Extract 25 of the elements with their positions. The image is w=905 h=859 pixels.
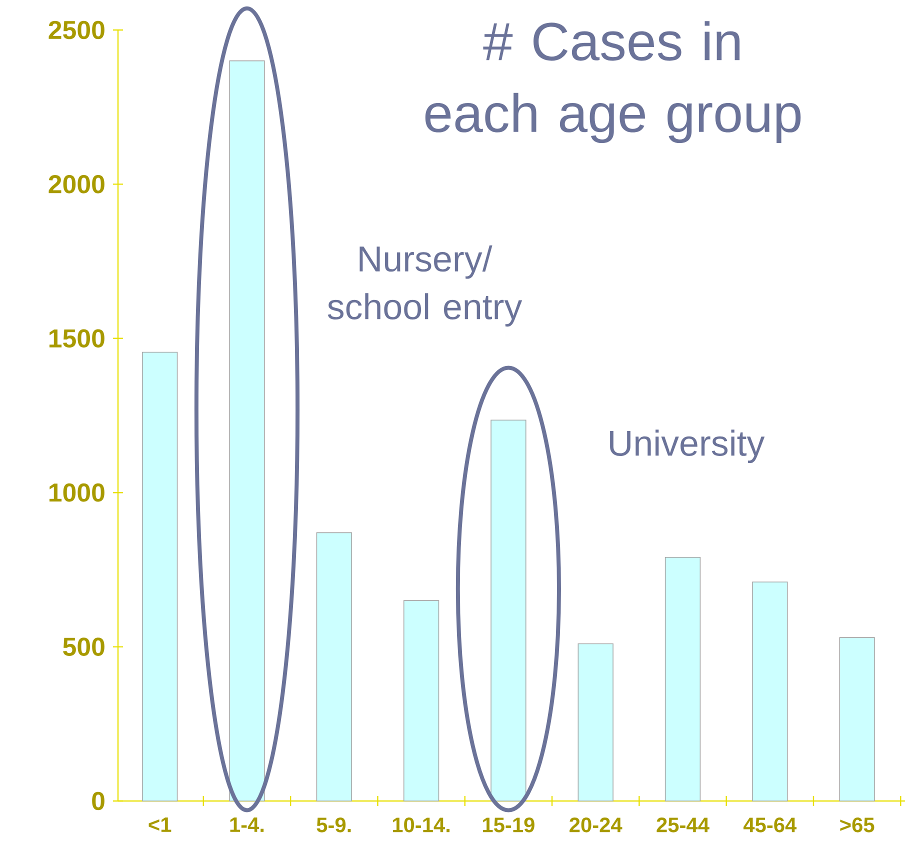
- bar: [752, 582, 788, 802]
- x-tick-label: 1-4.: [230, 818, 264, 832]
- x-tick-label: 25-44: [656, 818, 710, 832]
- y-tick-label: 1500: [49, 329, 104, 348]
- x-tick-label: 15-19: [483, 818, 534, 832]
- x-tick-label: >65: [840, 818, 874, 832]
- annotation: University: [610, 430, 765, 464]
- bar: [316, 532, 352, 802]
- bar: [664, 556, 701, 802]
- x-tick-label: 5-9.: [316, 818, 351, 832]
- annotation: Nursery/ school entry: [328, 245, 522, 327]
- x-tick-label: 45-64: [743, 818, 797, 832]
- x-tick-label: <1: [148, 818, 172, 832]
- chart-title: # Cases in each age group: [425, 21, 801, 144]
- bar: [403, 600, 440, 802]
- bar: [578, 643, 614, 802]
- bar: [839, 637, 875, 802]
- y-tick-label: 0: [92, 792, 104, 810]
- y-tick-label: 500: [63, 638, 104, 656]
- y-tick-label: 2500: [48, 20, 104, 40]
- x-tick-label: 20-24: [570, 818, 622, 832]
- y-tick-label: 2000: [48, 175, 104, 194]
- bar: [142, 352, 178, 802]
- x-tick-label: 10-14.: [392, 818, 450, 832]
- y-tick-label: 1000: [49, 483, 104, 502]
